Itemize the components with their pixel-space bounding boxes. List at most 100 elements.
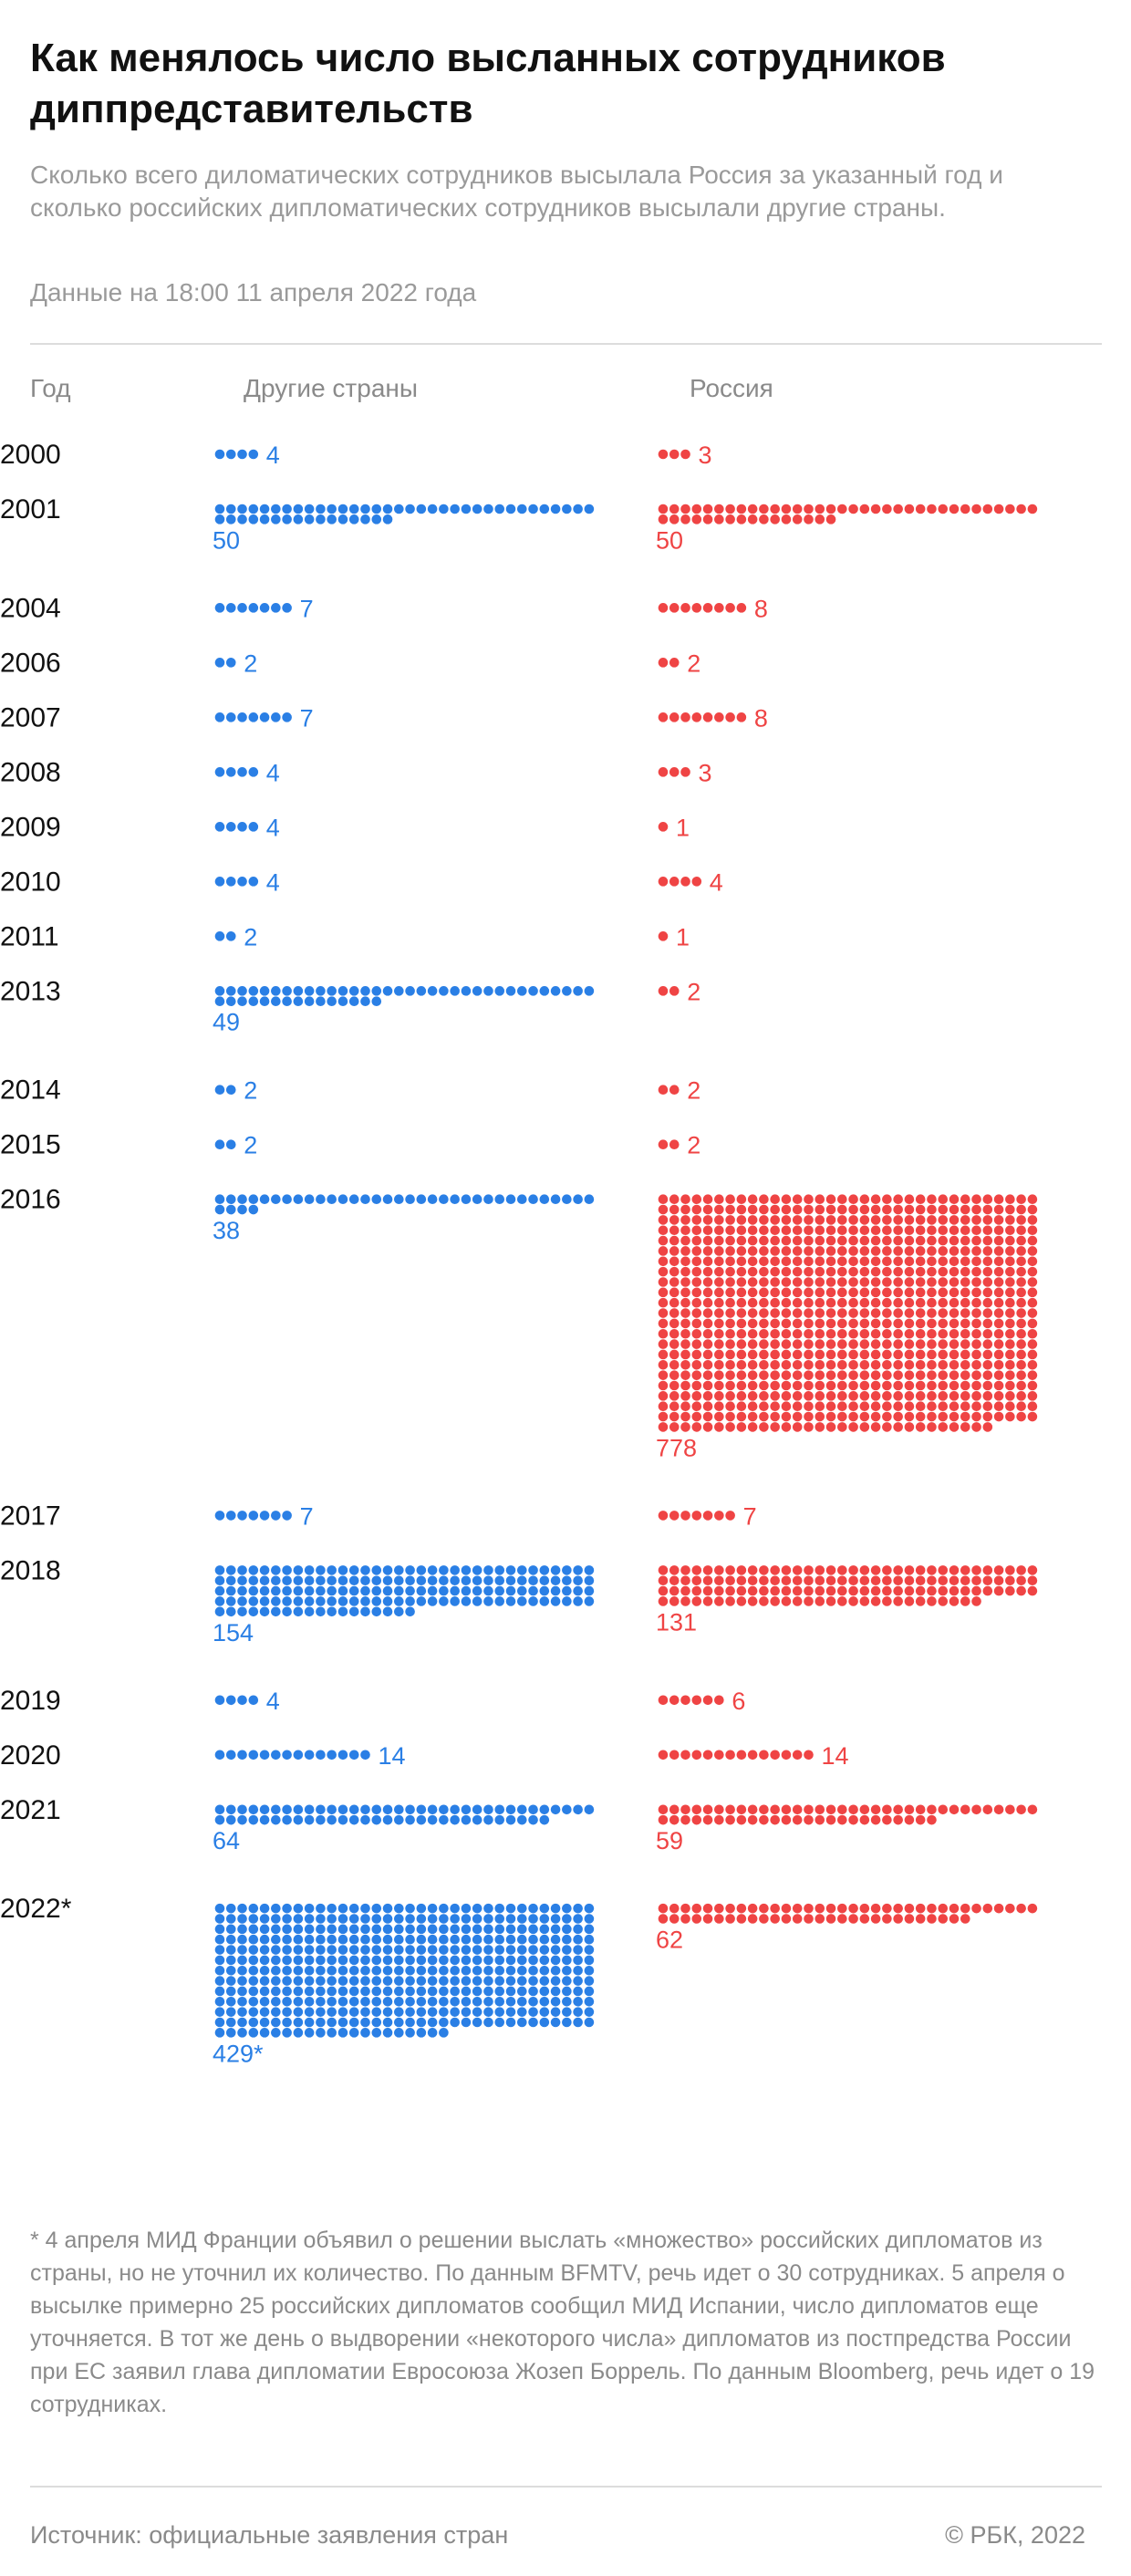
value-label-others: 64	[213, 1827, 240, 1854]
dot	[736, 1804, 747, 1815]
dot	[971, 1411, 981, 1422]
dot	[259, 504, 270, 514]
dot	[348, 986, 359, 996]
dot	[327, 1945, 337, 1955]
dot	[982, 1422, 993, 1432]
dot	[882, 504, 892, 514]
dot	[837, 1380, 847, 1391]
dot	[870, 1204, 881, 1215]
dot	[416, 1596, 427, 1606]
dot	[825, 1277, 836, 1287]
dot	[248, 1565, 259, 1575]
dot	[702, 1215, 713, 1225]
dot	[837, 1194, 847, 1204]
dot	[573, 1194, 583, 1204]
dot	[804, 1308, 814, 1318]
dot	[450, 1924, 460, 1935]
dot	[1027, 1256, 1038, 1267]
dot	[927, 1814, 937, 1825]
dot	[747, 1401, 758, 1411]
dot	[416, 1986, 427, 1997]
year-label: 2010	[0, 867, 61, 897]
dot	[214, 2007, 225, 2017]
dot	[271, 1986, 281, 1997]
dot	[725, 1225, 735, 1236]
dot	[804, 1380, 814, 1391]
dot	[915, 1328, 926, 1339]
dot	[848, 1215, 858, 1225]
dot	[669, 1360, 680, 1370]
dot	[327, 1606, 337, 1617]
dot	[904, 1328, 915, 1339]
dot	[691, 1235, 702, 1246]
dot	[848, 1401, 858, 1411]
dot	[316, 1976, 326, 1986]
dot	[725, 1204, 735, 1215]
dot	[1027, 1575, 1038, 1586]
dot	[371, 1903, 382, 1914]
dot	[848, 1380, 858, 1391]
dot	[893, 1380, 903, 1391]
dot	[870, 1225, 881, 1236]
dot	[214, 504, 225, 514]
dot	[825, 1360, 836, 1370]
dot	[960, 1339, 970, 1349]
dot	[949, 1565, 960, 1575]
dot	[516, 1934, 527, 1945]
dot	[360, 1934, 370, 1945]
dot	[702, 1903, 713, 1914]
dot	[960, 1575, 970, 1586]
dot	[259, 1565, 270, 1575]
dot	[927, 1903, 937, 1914]
dot	[505, 1976, 516, 1986]
dot	[416, 1804, 427, 1815]
dot	[927, 1215, 937, 1225]
dot	[214, 603, 225, 613]
dot	[427, 2028, 438, 2038]
dot	[870, 504, 881, 514]
dot	[781, 1411, 792, 1422]
dot	[736, 1318, 747, 1329]
dot	[539, 1903, 550, 1914]
dot	[282, 514, 292, 525]
dot	[825, 1204, 836, 1215]
dot	[669, 1277, 680, 1287]
dot	[770, 1256, 780, 1267]
dot	[971, 1391, 981, 1401]
dot	[494, 1924, 505, 1935]
dot	[804, 1287, 814, 1298]
year-label: 2011	[0, 921, 59, 951]
dot	[416, 1955, 427, 1966]
dot	[427, 2017, 438, 2028]
dot	[747, 1277, 758, 1287]
value-label-others: 2	[244, 923, 257, 950]
dot	[680, 449, 690, 460]
dot	[781, 1401, 792, 1411]
dot	[927, 1225, 937, 1236]
dot	[837, 1814, 847, 1825]
dot	[792, 1204, 803, 1215]
dot	[804, 504, 814, 514]
dot	[348, 1814, 359, 1825]
dot	[781, 1349, 792, 1360]
dot	[859, 1914, 870, 1924]
dot	[225, 1511, 236, 1521]
dot	[993, 1380, 1004, 1391]
dot	[658, 1266, 669, 1277]
dot	[804, 1565, 814, 1575]
dot	[680, 1225, 690, 1236]
dot	[293, 1596, 304, 1606]
dot	[282, 1976, 292, 1986]
dot	[725, 1339, 735, 1349]
dot	[573, 1945, 583, 1955]
dot	[669, 1750, 680, 1761]
dot	[848, 1585, 858, 1596]
dot	[516, 1804, 527, 1815]
dot	[1005, 1194, 1015, 1204]
dot	[382, 1976, 393, 1986]
dot	[658, 1575, 669, 1586]
dot	[680, 1750, 690, 1761]
dot	[259, 1914, 270, 1924]
dot	[680, 1903, 690, 1914]
dot	[702, 1380, 713, 1391]
